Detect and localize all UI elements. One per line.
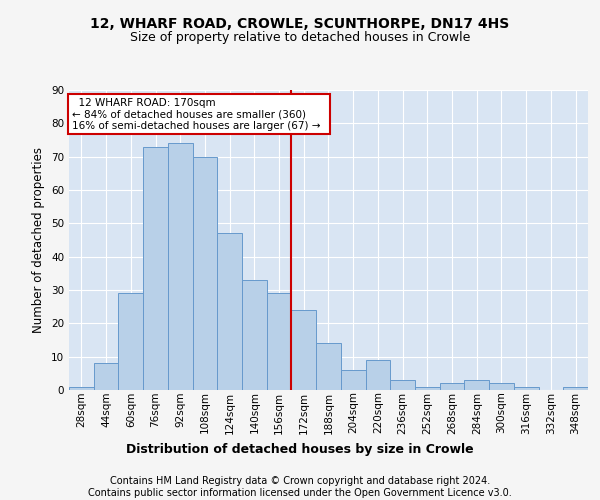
Bar [316, 344, 341, 390]
Bar [514, 386, 539, 390]
Bar [69, 386, 94, 390]
Bar [464, 380, 489, 390]
Bar [415, 386, 440, 390]
Bar [193, 156, 217, 390]
Text: Contains HM Land Registry data © Crown copyright and database right 2024.: Contains HM Land Registry data © Crown c… [110, 476, 490, 486]
Bar [118, 294, 143, 390]
Bar [168, 144, 193, 390]
Bar [365, 360, 390, 390]
Bar [341, 370, 365, 390]
Bar [242, 280, 266, 390]
Y-axis label: Number of detached properties: Number of detached properties [32, 147, 46, 333]
Bar [391, 380, 415, 390]
Bar [94, 364, 118, 390]
Bar [267, 294, 292, 390]
Text: Distribution of detached houses by size in Crowle: Distribution of detached houses by size … [126, 442, 474, 456]
Bar [292, 310, 316, 390]
Text: Contains public sector information licensed under the Open Government Licence v3: Contains public sector information licen… [88, 488, 512, 498]
Bar [440, 384, 464, 390]
Text: 12, WHARF ROAD, CROWLE, SCUNTHORPE, DN17 4HS: 12, WHARF ROAD, CROWLE, SCUNTHORPE, DN17… [91, 18, 509, 32]
Bar [563, 386, 588, 390]
Bar [143, 146, 168, 390]
Bar [489, 384, 514, 390]
Text: 12 WHARF ROAD: 170sqm
← 84% of detached houses are smaller (360)
16% of semi-det: 12 WHARF ROAD: 170sqm ← 84% of detached … [71, 98, 326, 130]
Bar [217, 234, 242, 390]
Text: Size of property relative to detached houses in Crowle: Size of property relative to detached ho… [130, 31, 470, 44]
